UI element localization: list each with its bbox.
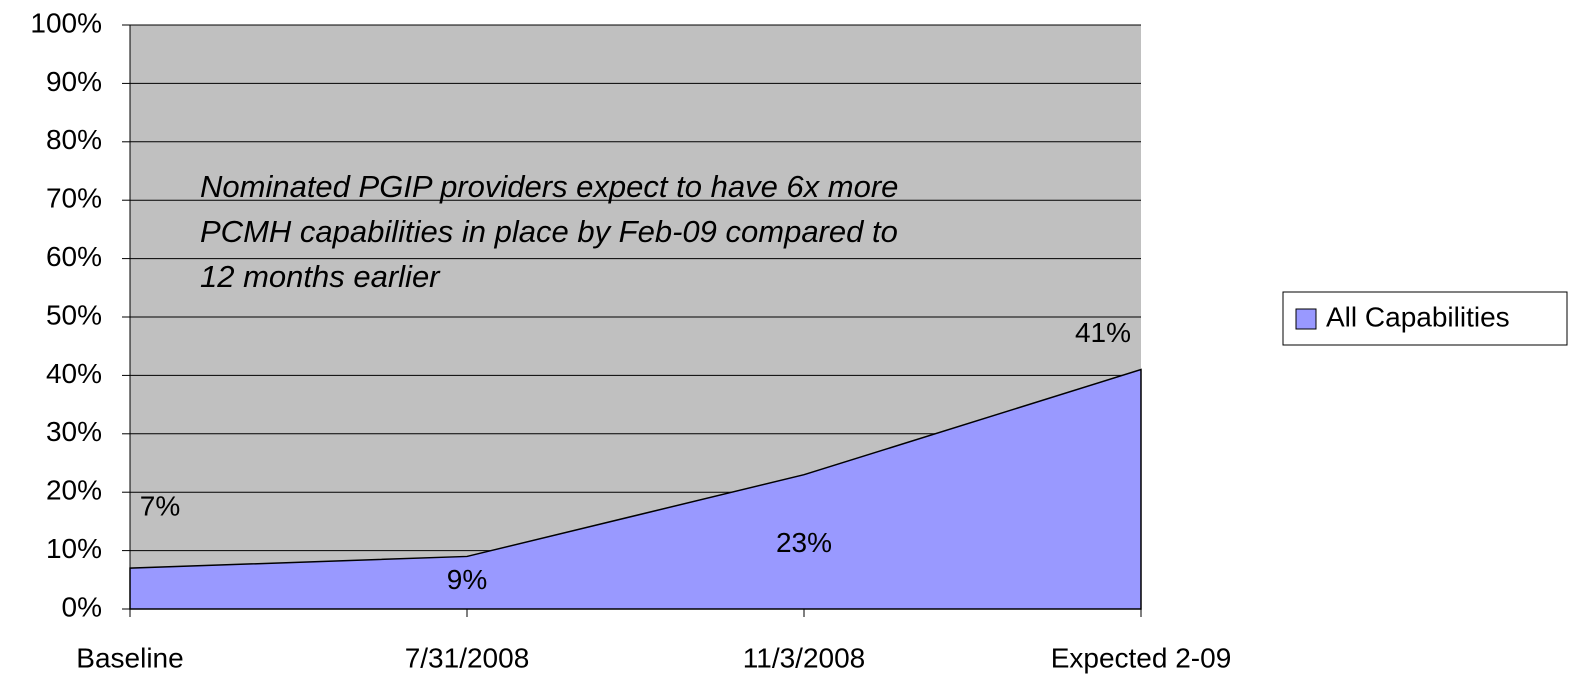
data-label: 23% <box>776 527 832 558</box>
data-label: 41% <box>1075 317 1131 348</box>
y-tick-label: 100% <box>30 7 102 38</box>
legend-label: All Capabilities <box>1326 301 1510 332</box>
y-tick-label: 70% <box>46 183 102 214</box>
x-tick-label: 11/3/2008 <box>743 642 866 673</box>
y-tick-label: 80% <box>46 124 102 155</box>
y-tick-label: 60% <box>46 241 102 272</box>
legend-swatch <box>1295 308 1317 330</box>
y-tick-label: 0% <box>62 591 102 622</box>
y-tick-label: 90% <box>46 66 102 97</box>
y-tick-label: 40% <box>46 358 102 389</box>
legend-box <box>1282 291 1568 346</box>
x-tick-label: Baseline <box>76 642 183 673</box>
y-tick-label: 10% <box>46 533 102 564</box>
y-tick-label: 20% <box>46 475 102 506</box>
data-label: 7% <box>140 491 180 522</box>
annotation: PCMH capabilities in place by Feb-09 com… <box>200 214 898 249</box>
x-tick-label: 7/31/2008 <box>405 642 530 673</box>
data-label: 9% <box>447 564 487 595</box>
y-tick-label: 50% <box>46 299 102 330</box>
x-tick-label: Expected 2-09 <box>1051 642 1232 673</box>
annotation: Nominated PGIP providers expect to have … <box>200 169 898 204</box>
annotation: 12 months earlier <box>200 259 441 294</box>
y-tick-label: 30% <box>46 416 102 447</box>
